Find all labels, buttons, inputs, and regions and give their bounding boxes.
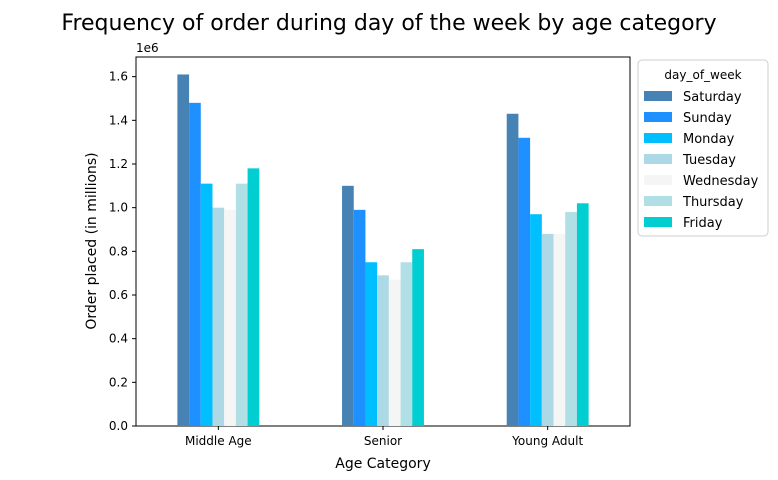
bar-monday-senior [365,262,378,426]
legend-swatch-tuesday [644,154,672,164]
legend-box [637,59,769,237]
y-tick-label: 1.4 [109,113,128,127]
legend-items: Saturday Sunday Monday Tuesday Wednesday Thur… [644,90,759,231]
bar-friday-middle-age [247,168,260,426]
y-tick-label: 0.4 [109,332,128,346]
legend-label-sunday: Sunday [683,111,732,126]
x-tick-label: Senior [364,434,402,448]
bar-monday-young-adult [530,214,542,426]
bar-tuesday-senior [377,275,389,426]
bar-tuesday-young-adult [541,233,554,426]
bar-wednesday-middle-age [224,209,236,426]
y-tick-label: 0.6 [109,288,128,302]
x-tick-label: Middle Age [185,434,252,448]
legend-swatch-monday [644,133,672,143]
legend-label-monday: Monday [683,132,735,147]
y-tick-label: 1.2 [109,157,128,171]
bar-sunday-senior [353,209,366,426]
x-ticks: Middle Age Senior Young Adult [185,426,583,448]
bar-sunday-middle-age [189,102,201,426]
legend-swatch-wednesday [644,175,672,185]
legend-label-friday: Friday [683,216,723,231]
legend-label-thursday: Thursday [682,195,744,210]
bar-tuesday-middle-age [212,207,225,426]
y-tick-label: 0.0 [109,419,128,433]
legend-swatch-thursday [644,196,672,206]
legend-label-saturday: Saturday [683,90,742,105]
x-axis-label: Age Category [335,456,430,472]
bar-thursday-young-adult [565,212,577,426]
y-tick-label: 1.6 [109,70,128,84]
bar-friday-young-adult [576,203,589,426]
bar-wednesday-young-adult [553,233,566,426]
bar-monday-middle-age [200,183,213,426]
y-axis-offset-label: 1e6 [136,41,159,55]
chart-title: Frequency of order during day of the wee… [61,11,716,36]
legend-label-tuesday: Tuesday [682,153,736,168]
bar-thursday-middle-age [235,183,248,426]
x-tick-label: Young Adult [511,434,583,448]
bars [177,74,589,427]
legend-swatch-friday [644,217,672,227]
legend-title: day_of_week [664,68,741,82]
bar-sunday-young-adult [518,137,531,426]
y-tick-label: 0.2 [109,375,128,389]
bar-wednesday-senior [388,279,401,426]
y-tick-label: 0.8 [109,244,128,258]
y-axis-label: Order placed (in millions) [84,152,100,329]
legend-swatch-sunday [644,112,672,122]
legend: day_of_week Saturday Sunday Monday Tuesday W… [637,59,769,237]
legend-label-wednesday: Wednesday [683,174,759,189]
bar-thursday-senior [400,262,413,426]
y-ticks: 0.0 0.2 0.4 0.6 0.8 1.0 1.2 1.4 1.6 [109,70,136,433]
plot-area: 0.0 0.2 0.4 0.6 0.8 1.0 1.2 1.4 1.6 Middle Age Se… [109,56,631,448]
bar-saturday-young-adult [506,113,519,427]
bar-saturday-middle-age [177,74,190,426]
legend-swatch-saturday [644,91,672,101]
bar-friday-senior [412,249,424,426]
bar-saturday-senior [342,185,354,426]
y-tick-label: 1.0 [109,201,128,215]
